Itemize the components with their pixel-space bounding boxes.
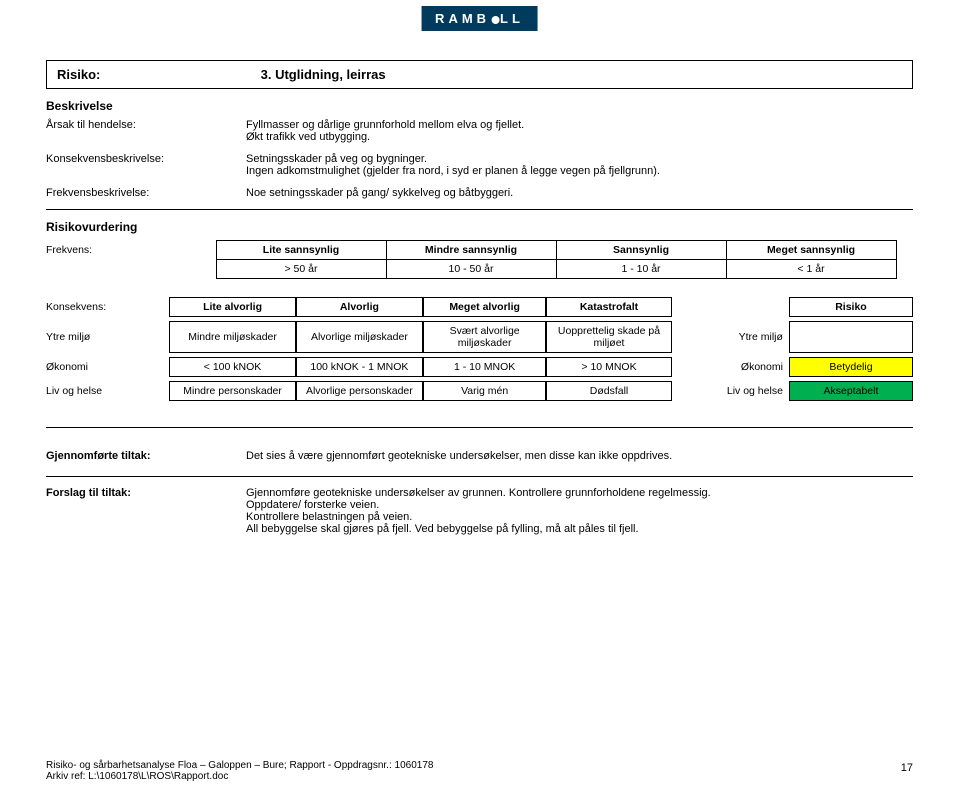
blank-cell xyxy=(672,297,789,317)
kons-row-label: Liv og helse xyxy=(46,381,169,401)
freq-cell: 10 - 50 år xyxy=(386,260,556,279)
desc-label: Konsekvensbeskrivelse: xyxy=(46,153,246,177)
desc-row: Årsak til hendelse: Fyllmasser og dårlig… xyxy=(46,119,913,143)
kons-cell: Varig mén xyxy=(423,381,547,401)
tiltak-block: Gjennomførte tiltak: Det sies å være gje… xyxy=(46,450,913,535)
kons-cell: Svært alvorlige miljøskader xyxy=(423,321,547,353)
page-content: Risiko: 3. Utglidning, leirras Beskrivel… xyxy=(0,0,959,535)
title-value: 3. Utglidning, leirras xyxy=(261,67,386,82)
freq-header: Mindre sannsynlig xyxy=(386,241,556,260)
risk-row-label: Liv og helse xyxy=(672,381,789,401)
description-block: Årsak til hendelse: Fyllmasser og dårlig… xyxy=(46,119,913,199)
title-bar: Risiko: 3. Utglidning, leirras xyxy=(46,60,913,89)
desc-value: Setningsskader på veg og bygninger. Inge… xyxy=(246,153,913,177)
tiltak-value: Det sies å være gjennomført geotekniske … xyxy=(246,450,913,462)
tiltak-label: Gjennomførte tiltak: xyxy=(46,450,246,462)
tiltak-value: Gjennomføre geotekniske undersøkelser av… xyxy=(246,487,913,535)
tiltak-label: Forslag til tiltak: xyxy=(46,487,246,535)
frekvens-table: Frekvens: Lite sannsynlig Mindre sannsyn… xyxy=(46,240,897,279)
kons-cell: < 100 kNOK xyxy=(169,357,296,377)
table-row: > 50 år 10 - 50 år 1 - 10 år < 1 år xyxy=(46,260,896,279)
desc-row: Konsekvensbeskrivelse: Setningsskader på… xyxy=(46,153,913,177)
freq-header: Lite sannsynlig xyxy=(216,241,386,260)
konsekvens-label: Konsekvens: xyxy=(46,297,169,317)
page-number: 17 xyxy=(901,762,913,774)
table-row: Liv og helse Mindre personskader Alvorli… xyxy=(46,381,913,401)
tiltak-row: Forslag til tiltak: Gjennomføre geotekni… xyxy=(46,487,913,535)
freq-cell: > 50 år xyxy=(216,260,386,279)
kons-cell: Uopprettelig skade på miljøet xyxy=(546,321,671,353)
kons-cell: Alvorlige personskader xyxy=(296,381,423,401)
desc-label: Frekvensbeskrivelse: xyxy=(46,187,246,199)
desc-label: Årsak til hendelse: xyxy=(46,119,246,143)
beskrivelse-heading: Beskrivelse xyxy=(46,99,913,113)
desc-value: Fyllmasser og dårlige grunnforhold mello… xyxy=(246,119,913,143)
footer-line-2: Arkiv ref: L:\1060178\L\ROS\Rapport.doc xyxy=(46,771,913,782)
kons-cell: Mindre personskader xyxy=(169,381,296,401)
kons-header: Meget alvorlig xyxy=(423,297,547,317)
risk-value-cell: Akseptabelt xyxy=(789,381,913,401)
risk-row-label: Økonomi xyxy=(672,357,789,377)
title-label: Risiko: xyxy=(57,67,257,82)
brand-logo: RAMBLL xyxy=(421,6,538,31)
kons-cell: Dødsfall xyxy=(546,381,671,401)
risk-row-label: Ytre miljø xyxy=(672,321,789,353)
divider xyxy=(46,427,913,428)
kons-header: Alvorlig xyxy=(296,297,423,317)
tiltak-row: Gjennomførte tiltak: Det sies å være gje… xyxy=(46,450,913,462)
freq-cell: < 1 år xyxy=(726,260,896,279)
kons-cell: Mindre miljøskader xyxy=(169,321,296,353)
konsekvens-table: Konsekvens: Lite alvorlig Alvorlig Meget… xyxy=(46,293,913,405)
risk-value-cell: Betydelig xyxy=(789,357,913,377)
kons-cell: 1 - 10 MNOK xyxy=(423,357,547,377)
freq-header: Meget sannsynlig xyxy=(726,241,896,260)
table-row: Frekvens: Lite sannsynlig Mindre sannsyn… xyxy=(46,241,896,260)
page-footer: Risiko- og sårbarhetsanalyse Floa – Galo… xyxy=(46,760,913,782)
kons-row-label: Økonomi xyxy=(46,357,169,377)
kons-header: Katastrofalt xyxy=(546,297,671,317)
kons-row-label: Ytre miljø xyxy=(46,321,169,353)
desc-row: Frekvensbeskrivelse: Noe setningsskader … xyxy=(46,187,913,199)
risikovurdering-heading: Risikovurdering xyxy=(46,220,913,234)
risk-header: Risiko xyxy=(789,297,913,317)
frekvens-label: Frekvens: xyxy=(46,241,216,260)
blank-cell xyxy=(46,260,216,279)
kons-cell: Alvorlige miljøskader xyxy=(296,321,423,353)
footer-line-1: Risiko- og sårbarhetsanalyse Floa – Galo… xyxy=(46,760,913,771)
logo-text: RAMBLL xyxy=(435,11,524,26)
freq-cell: 1 - 10 år xyxy=(556,260,726,279)
desc-value: Noe setningsskader på gang/ sykkelveg og… xyxy=(246,187,913,199)
table-row: Økonomi < 100 kNOK 100 kNOK - 1 MNOK 1 -… xyxy=(46,357,913,377)
kons-cell: 100 kNOK - 1 MNOK xyxy=(296,357,423,377)
freq-header: Sannsynlig xyxy=(556,241,726,260)
divider xyxy=(46,209,913,210)
table-row: Konsekvens: Lite alvorlig Alvorlig Meget… xyxy=(46,297,913,317)
divider xyxy=(46,476,913,477)
kons-cell: > 10 MNOK xyxy=(546,357,671,377)
risk-value-cell xyxy=(789,321,913,353)
table-row: Ytre miljø Mindre miljøskader Alvorlige … xyxy=(46,321,913,353)
kons-header: Lite alvorlig xyxy=(169,297,296,317)
